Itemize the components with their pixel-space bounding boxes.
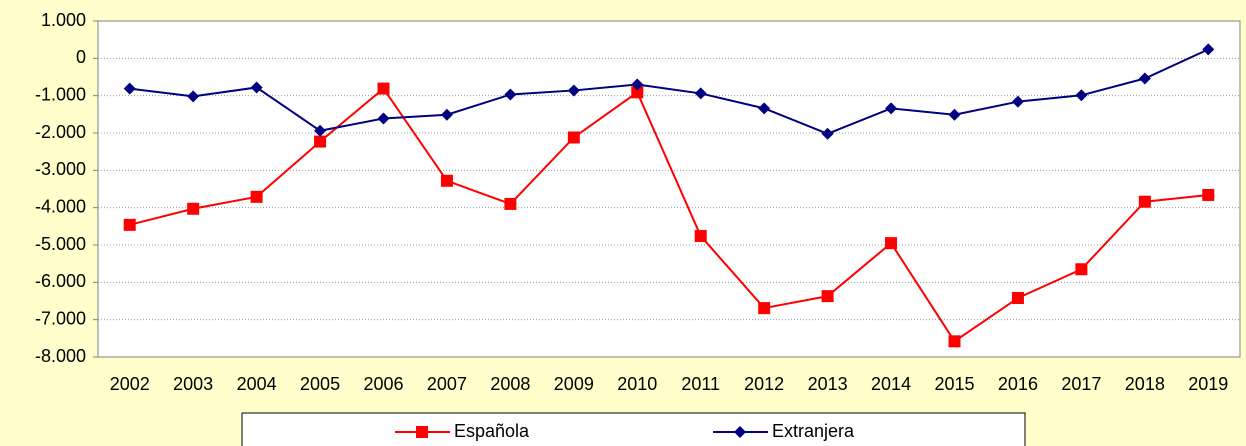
x-tick-label: 2011 [681,374,720,394]
point [1011,292,1024,305]
point [885,102,898,115]
x-tick-label: 2002 [110,374,150,394]
x-tick-label: 2009 [554,374,594,394]
x-tick-label: 2014 [871,374,911,394]
y-tick-label: -7.000 [35,308,86,328]
point [250,81,263,94]
y-tick-label: -3.000 [35,159,86,179]
point [885,237,898,250]
point [187,202,200,215]
y-tick-label: -1.000 [35,84,86,104]
point [948,108,961,121]
point [567,84,580,97]
point [504,197,517,210]
y-tick-label: -2.000 [35,122,86,142]
x-tick-label: 2016 [998,374,1038,394]
point [821,127,834,140]
point [631,78,644,91]
legend-label: Extranjera [772,421,855,441]
legend-marker [416,426,428,438]
point [1138,72,1151,85]
point [1075,263,1088,276]
point [377,112,390,125]
point [821,290,834,303]
point [314,135,327,148]
x-tick-label: 2004 [237,374,277,394]
x-tick-label: 2017 [1061,374,1101,394]
point [694,87,707,100]
point [758,102,771,115]
x-tick-label: 2012 [744,374,784,394]
point [123,82,136,95]
y-tick-label: -6.000 [35,271,86,291]
x-tick-label: 2003 [173,374,213,394]
point [1202,188,1215,201]
point [314,124,327,137]
x-tick-label: 2018 [1125,374,1165,394]
y-tick-label: -4.000 [35,196,86,216]
point [694,230,707,243]
legend-marker [734,426,746,438]
y-tick-label: -8.000 [35,346,86,366]
point [567,131,580,144]
x-tick-label: 2013 [808,374,848,394]
plot-area [97,20,1241,358]
legend-box [241,412,1026,446]
point [377,82,390,95]
x-tick-label: 2019 [1188,374,1228,394]
x-tick-label: 2005 [300,374,340,394]
x-tick-label: 2006 [363,374,403,394]
series-line [129,48,1209,135]
point [1202,43,1215,56]
y-tick-label: -5.000 [35,234,86,254]
x-tick-label: 2010 [617,374,657,394]
y-tick-label: 1.000 [41,10,86,30]
point [440,174,453,187]
x-tick-label: 2008 [490,374,530,394]
series-line [129,87,1209,343]
x-tick-label: 2007 [427,374,467,394]
point [1075,89,1088,102]
point [631,86,644,99]
point [758,302,771,315]
point [250,190,263,203]
point [440,108,453,121]
point [504,88,517,101]
x-tick-label: 2015 [934,374,974,394]
point [948,335,961,348]
point [1138,195,1151,208]
point [1011,95,1024,108]
point [187,90,200,103]
point [123,218,136,231]
y-tick-label: 0 [76,47,86,67]
legend-label: Española [454,421,530,441]
